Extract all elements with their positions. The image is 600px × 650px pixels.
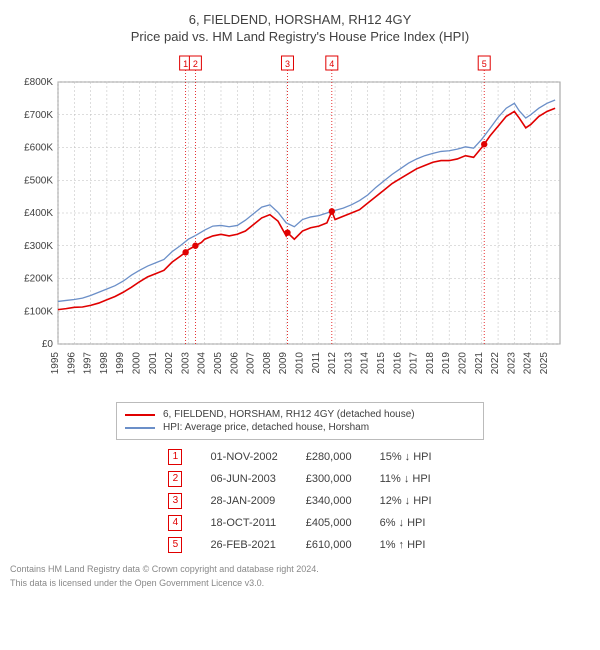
sale-marker: 5 — [168, 537, 182, 553]
svg-text:2017: 2017 — [409, 352, 420, 375]
svg-text:2020: 2020 — [457, 352, 468, 375]
sale-delta: 11% ↓ HPI — [366, 468, 446, 490]
svg-text:2009: 2009 — [278, 352, 289, 375]
svg-text:1997: 1997 — [83, 352, 94, 375]
svg-text:£0: £0 — [42, 339, 54, 350]
svg-text:1998: 1998 — [99, 352, 110, 375]
svg-text:2010: 2010 — [294, 352, 305, 375]
footer-line-1: Contains HM Land Registry data © Crown c… — [10, 564, 590, 574]
svg-text:2008: 2008 — [262, 352, 273, 375]
svg-text:2007: 2007 — [246, 352, 257, 375]
price-chart: £0 £100K £200K £300K £400K £500K £600K £700K £80… — [10, 52, 590, 392]
svg-text:2012: 2012 — [327, 352, 338, 375]
sale-date: 26-FEB-2021 — [196, 534, 291, 556]
legend-swatch-blue — [125, 427, 155, 429]
table-row: 5 26-FEB-2021£610,0001% ↑ HPI — [154, 534, 445, 556]
svg-text:2003: 2003 — [180, 352, 191, 375]
table-row: 3 28-JAN-2009£340,00012% ↓ HPI — [154, 490, 445, 512]
svg-text:1999: 1999 — [115, 352, 126, 375]
sale-date: 06-JUN-2003 — [196, 468, 291, 490]
svg-text:3: 3 — [285, 59, 290, 69]
svg-text:£500K: £500K — [24, 175, 53, 186]
svg-text:2004: 2004 — [197, 352, 208, 375]
svg-text:£400K: £400K — [24, 208, 53, 219]
legend-swatch-red — [125, 414, 155, 416]
svg-text:2022: 2022 — [490, 352, 501, 375]
svg-text:£300K: £300K — [24, 241, 53, 252]
sale-delta: 1% ↑ HPI — [366, 534, 446, 556]
table-row: 1 01-NOV-2002£280,00015% ↓ HPI — [154, 446, 445, 468]
svg-text:2024: 2024 — [523, 352, 534, 375]
svg-text:£100K: £100K — [24, 306, 53, 317]
sales-table: 1 01-NOV-2002£280,00015% ↓ HPI 2 06-JUN-200… — [154, 446, 445, 556]
svg-text:2006: 2006 — [229, 352, 240, 375]
sale-marker: 1 — [168, 449, 182, 465]
svg-text:2: 2 — [193, 59, 198, 69]
svg-text:2023: 2023 — [506, 352, 517, 375]
svg-text:£700K: £700K — [24, 110, 53, 121]
legend: 6, FIELDEND, HORSHAM, RH12 4GY (detached… — [116, 402, 484, 440]
sale-price: £610,000 — [292, 534, 366, 556]
svg-text:1995: 1995 — [50, 352, 61, 375]
svg-text:£200K: £200K — [24, 274, 53, 285]
sale-price: £280,000 — [292, 446, 366, 468]
table-row: 2 06-JUN-2003£300,00011% ↓ HPI — [154, 468, 445, 490]
svg-text:2019: 2019 — [441, 352, 452, 375]
sale-marker: 2 — [168, 471, 182, 487]
page-title: 6, FIELDEND, HORSHAM, RH12 4GY — [10, 12, 590, 27]
svg-text:2001: 2001 — [148, 352, 159, 375]
legend-label-red: 6, FIELDEND, HORSHAM, RH12 4GY (detached… — [163, 409, 415, 420]
svg-text:£600K: £600K — [24, 143, 53, 154]
page-subtitle: Price paid vs. HM Land Registry's House … — [10, 29, 590, 44]
sale-date: 28-JAN-2009 — [196, 490, 291, 512]
sale-delta: 15% ↓ HPI — [366, 446, 446, 468]
sale-price: £405,000 — [292, 512, 366, 534]
svg-text:2016: 2016 — [392, 352, 403, 375]
sale-date: 18-OCT-2011 — [196, 512, 291, 534]
svg-text:2013: 2013 — [343, 352, 354, 375]
sale-delta: 6% ↓ HPI — [366, 512, 446, 534]
svg-text:1996: 1996 — [66, 352, 77, 375]
svg-text:2021: 2021 — [474, 352, 485, 375]
sale-date: 01-NOV-2002 — [196, 446, 291, 468]
sale-price: £300,000 — [292, 468, 366, 490]
svg-text:4: 4 — [329, 59, 334, 69]
table-row: 4 18-OCT-2011£405,0006% ↓ HPI — [154, 512, 445, 534]
svg-text:5: 5 — [482, 59, 487, 69]
svg-text:2018: 2018 — [425, 352, 436, 375]
footer-line-2: This data is licensed under the Open Gov… — [10, 578, 590, 588]
svg-text:1: 1 — [183, 59, 188, 69]
svg-text:2025: 2025 — [539, 352, 550, 375]
svg-text:2002: 2002 — [164, 352, 175, 375]
sale-delta: 12% ↓ HPI — [366, 490, 446, 512]
legend-label-blue: HPI: Average price, detached house, Hors… — [163, 422, 369, 433]
sale-price: £340,000 — [292, 490, 366, 512]
svg-text:2014: 2014 — [360, 352, 371, 375]
sale-marker: 4 — [168, 515, 182, 531]
svg-text:2011: 2011 — [311, 352, 322, 374]
svg-text:2015: 2015 — [376, 352, 387, 375]
svg-text:2005: 2005 — [213, 352, 224, 375]
svg-text:2000: 2000 — [131, 352, 142, 375]
sale-marker: 3 — [168, 493, 182, 509]
svg-text:£800K: £800K — [24, 77, 53, 88]
